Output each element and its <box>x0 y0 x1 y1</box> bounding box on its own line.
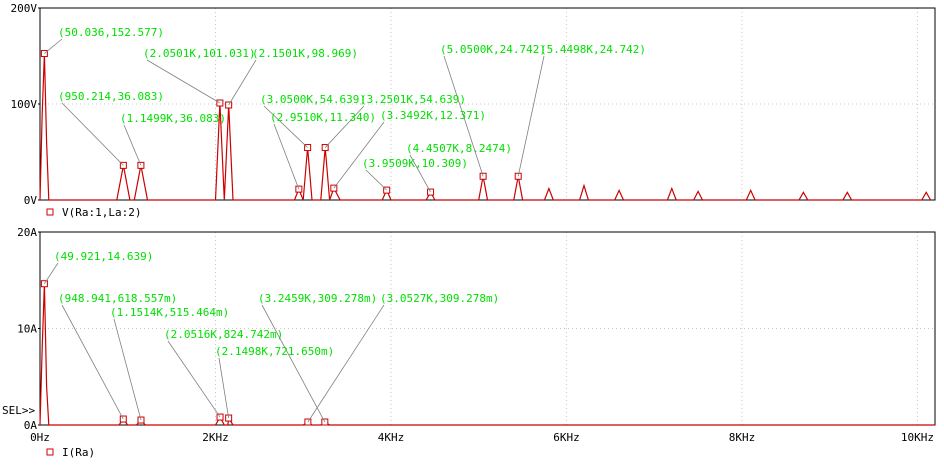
annotation-leader <box>61 102 124 166</box>
y-tick-label: 0A <box>24 419 38 432</box>
annotation-label: (2.1498K,721.650m) <box>215 345 334 358</box>
annotation-label: (50.036,152.577) <box>58 26 164 39</box>
annotation-leader <box>228 59 257 106</box>
annotation-label: (5.4498K,24.742) <box>540 43 646 56</box>
annotation-label: (948.941,618.557m) <box>58 292 177 305</box>
annotation-leader <box>324 105 365 148</box>
y-tick-label: 10A <box>17 323 37 336</box>
x-tick-label: 8KHz <box>729 431 756 444</box>
annotation-leader <box>218 357 230 419</box>
x-tick-label: 4KHz <box>378 431 405 444</box>
annotation-label: (3.0500K,54.639) <box>260 93 366 106</box>
annotation-label: (1.1514K,515.464m) <box>110 306 229 319</box>
annotation-label: (3.0527K,309.278m) <box>380 292 499 305</box>
annotation-label: (5.0500K,24.742) <box>440 43 546 56</box>
y-tick-label: 0V <box>24 194 38 207</box>
annotation-label: (4.4507K,8.2474) <box>406 142 512 155</box>
legend-label: I(Ra) <box>62 446 95 459</box>
annotation-leader <box>409 154 431 193</box>
y-tick-label: 200V <box>11 2 38 15</box>
annotation-label: (2.9510K,11.340) <box>270 111 376 124</box>
x-tick-label: 0Hz <box>30 431 50 444</box>
annotation-leader <box>113 318 142 421</box>
annotation-leader <box>517 55 545 177</box>
annotation-leader <box>365 169 387 191</box>
annotation-label: (1.1499K,36.083) <box>120 112 226 125</box>
sel-indicator: SEL>> <box>2 404 35 417</box>
annotation-leader <box>61 304 124 420</box>
annotation-leader <box>443 55 484 177</box>
series-line-2 <box>39 283 935 426</box>
annotation-label: (3.9509K,10.309) <box>362 157 468 170</box>
legend-marker <box>46 208 54 216</box>
annotation-label: (2.0501K,101.031) <box>143 47 256 60</box>
annotation-leader <box>44 262 59 284</box>
annotation-leader <box>261 304 326 423</box>
plot-panel-2: 0A 10A 20A 0Hz 2KHz 4KHz 6KHz 8KHz 10KHz (49.921,… <box>2 226 936 459</box>
series-line-1 <box>39 53 932 201</box>
annotation-label: (3.2459K,309.278m) <box>258 292 377 305</box>
x-tick-label: 6KHz <box>553 431 580 444</box>
x-tick-label: 10KHz <box>901 431 934 444</box>
annotation-label: (3.2501K,54.639) <box>360 93 466 106</box>
annotation-leader <box>333 121 385 189</box>
annotation-leader <box>44 38 63 54</box>
legend-marker <box>46 448 54 456</box>
annotation-label: (49.921,14.639) <box>54 250 153 263</box>
plot-panel-1: 0V 100V 200V (50.036,152.577) (2.0501K,101.0… <box>11 2 936 219</box>
annotation-leader <box>146 59 221 104</box>
annotation-leader <box>307 304 385 423</box>
annotation-leader <box>167 340 221 418</box>
annotation-leader <box>263 105 308 148</box>
annotation-label: (950.214,36.083) <box>58 90 164 103</box>
annotation-leader <box>273 123 300 190</box>
y-tick-label: 100V <box>11 98 38 111</box>
y-tick-label: 20A <box>17 226 37 239</box>
annotation-label: (2.1501K,98.969) <box>252 47 358 60</box>
legend-label: V(Ra:1,La:2) <box>62 206 141 219</box>
annotation-label: (2.0516K,824.742m) <box>164 328 283 341</box>
annotation-label: (3.3492K,12.371) <box>380 109 486 122</box>
annotation-leader <box>123 124 142 166</box>
x-tick-label: 2KHz <box>202 431 229 444</box>
